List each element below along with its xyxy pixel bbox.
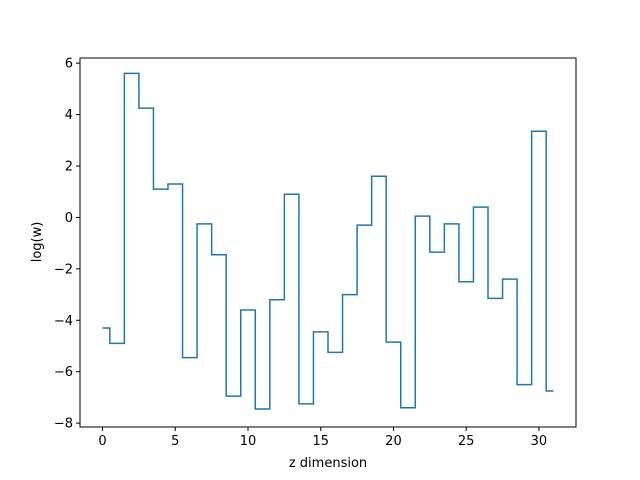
y-tick-label: 0 xyxy=(65,211,73,226)
x-tick-label: 25 xyxy=(458,434,475,449)
x-tick-label: 5 xyxy=(171,434,179,449)
y-tick-label: −8 xyxy=(54,417,73,432)
plot-area xyxy=(80,58,576,427)
y-axis-label: log(w) xyxy=(30,222,45,263)
series-line xyxy=(102,72,554,410)
x-tick-label: 15 xyxy=(312,434,329,449)
y-tick-label: −4 xyxy=(54,314,73,329)
y-tick-label: −2 xyxy=(54,262,73,277)
x-tick-label: 20 xyxy=(385,434,402,449)
x-tick-label: 30 xyxy=(531,434,548,449)
x-axis-label: z dimension xyxy=(289,456,367,471)
x-tick-label: 10 xyxy=(240,434,257,449)
y-ticks: −8 −6 −4 −2 0 2 4 6 xyxy=(54,57,80,432)
y-tick-label: 6 xyxy=(65,57,73,72)
y-tick-label: 4 xyxy=(65,108,73,123)
y-tick-label: −6 xyxy=(54,365,73,380)
series-group xyxy=(102,72,554,410)
x-tick-label: 0 xyxy=(98,434,106,449)
y-tick-label: 2 xyxy=(65,160,73,175)
plot-frame xyxy=(79,57,577,428)
x-ticks: 0 5 10 15 20 25 30 xyxy=(98,427,547,449)
